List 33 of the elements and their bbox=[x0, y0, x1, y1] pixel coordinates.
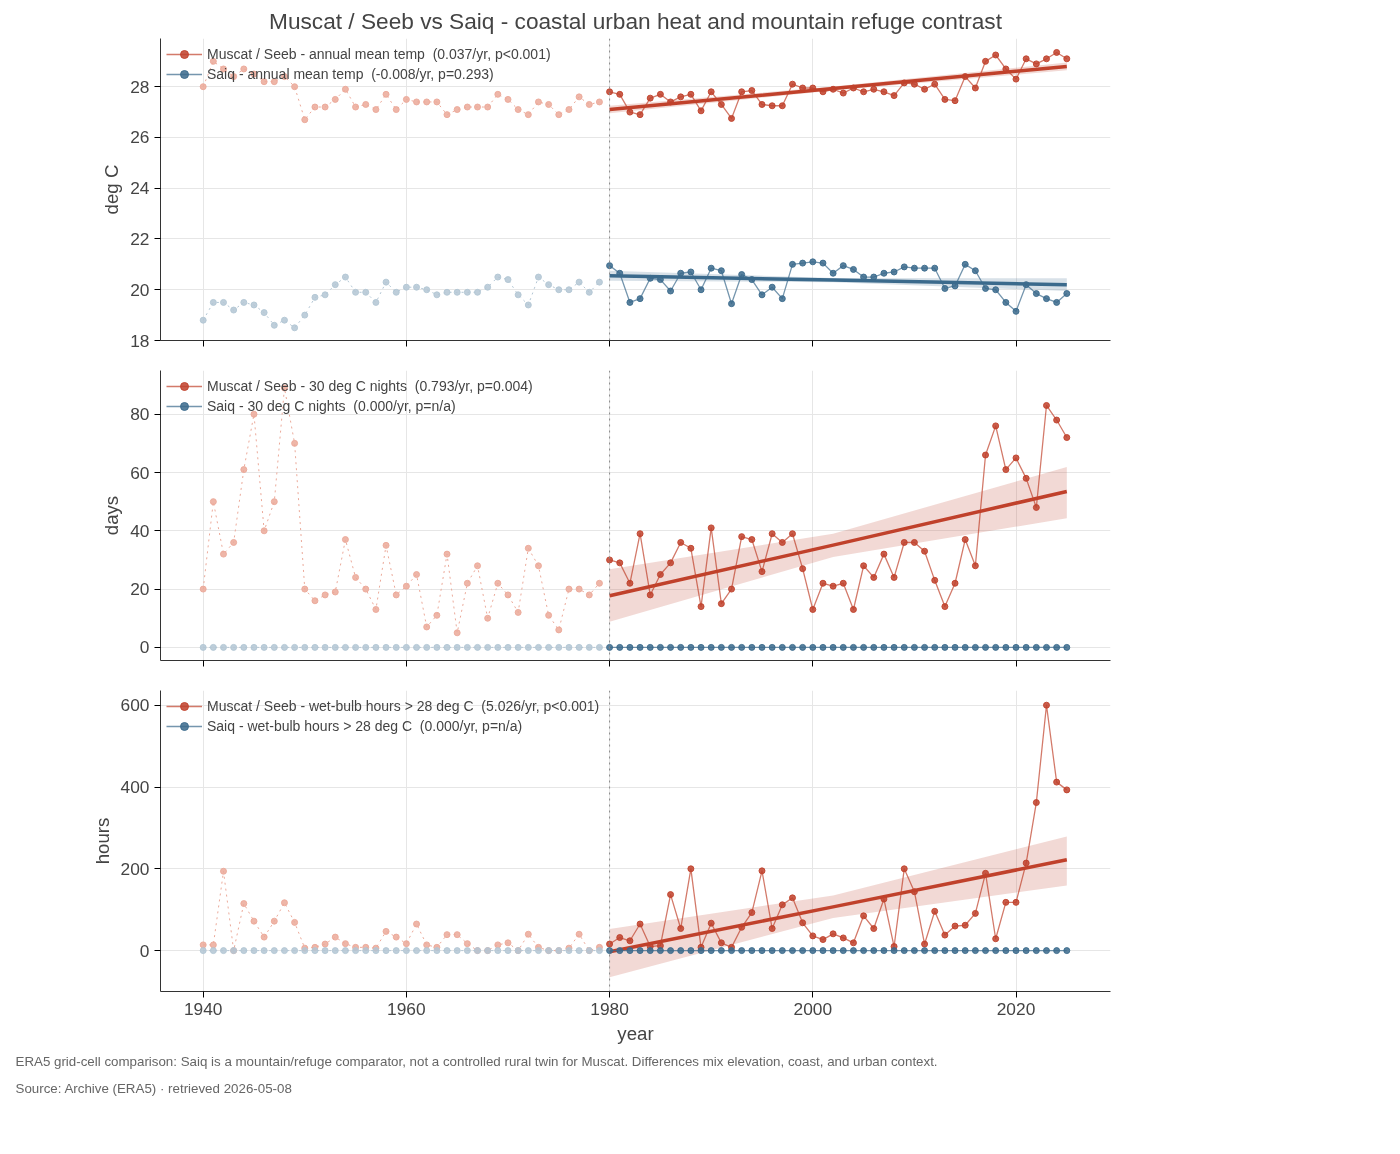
source-note: Source: Archive (ERA5) · retrieved 2026-05-08 bbox=[15, 1080, 292, 1096]
y-tick-label: 40 bbox=[130, 520, 150, 541]
x-axis-title: year bbox=[617, 1022, 654, 1044]
y-axis-title: hours bbox=[91, 817, 113, 865]
y-tick-label: 60 bbox=[130, 462, 150, 483]
y-tick-label: 24 bbox=[130, 178, 150, 199]
y-tick-label: 20 bbox=[130, 579, 150, 600]
y-tick-label: 0 bbox=[139, 940, 150, 961]
x-tick-label: 1960 bbox=[387, 998, 426, 1019]
legend-label: Muscat / Seeb - wet-bulb hours > 28 deg C (5.026/yr, p<0.001) bbox=[207, 698, 600, 714]
x-tick-label: 2000 bbox=[793, 998, 833, 1019]
y-tick-label: 20 bbox=[130, 279, 150, 300]
legend-label: Muscat / Seeb - annual mean temp (0.037/yr, p<0.001) bbox=[207, 46, 551, 62]
y-tick-label: 18 bbox=[130, 330, 150, 351]
y-axis-title: days bbox=[101, 495, 123, 536]
y-tick-label: 200 bbox=[120, 858, 150, 879]
legend-label: Saiq - annual mean temp (-0.008/yr, p=0.293) bbox=[207, 66, 494, 82]
y-tick-label: 0 bbox=[139, 637, 150, 658]
y-tick-label: 400 bbox=[120, 777, 150, 798]
x-tick-label: 1980 bbox=[590, 998, 629, 1019]
legend-label: Muscat / Seeb - 30 deg C nights (0.793/yr, p=0.004) bbox=[207, 378, 533, 394]
y-tick-label: 28 bbox=[130, 76, 150, 97]
text: ERA5 grid-cell comparison: Saiq is a mountain/refuge comparator, not a controlled rural twin for Muscat. Differences mix elevation, coast, and urban context. bbox=[15, 1053, 938, 1069]
y-axis-title: deg C bbox=[101, 164, 123, 215]
y-tick-label: 80 bbox=[130, 404, 150, 425]
chart-title: Muscat / Seeb vs Saiq - coastal urban heat and mountain refuge contrast bbox=[269, 7, 1003, 34]
legend-label: Saiq - wet-bulb hours > 28 deg C (0.000/yr, p=n/a) bbox=[207, 718, 523, 734]
legend-label: Saiq - 30 deg C nights (0.000/yr, p=n/a) bbox=[207, 398, 456, 414]
y-tick-label: 26 bbox=[130, 127, 150, 148]
y-tick-label: 22 bbox=[130, 228, 150, 249]
y-tick-label: 600 bbox=[120, 695, 150, 716]
x-tick-label: 1940 bbox=[183, 998, 223, 1019]
x-tick-label: 2020 bbox=[996, 998, 1036, 1019]
